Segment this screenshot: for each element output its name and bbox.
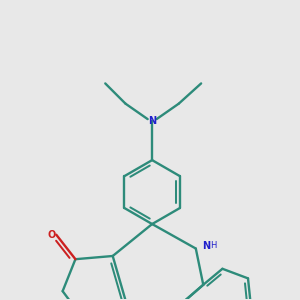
Text: N: N bbox=[202, 241, 210, 251]
Text: H: H bbox=[210, 242, 216, 250]
Text: O: O bbox=[47, 230, 55, 240]
Text: N: N bbox=[148, 116, 156, 126]
